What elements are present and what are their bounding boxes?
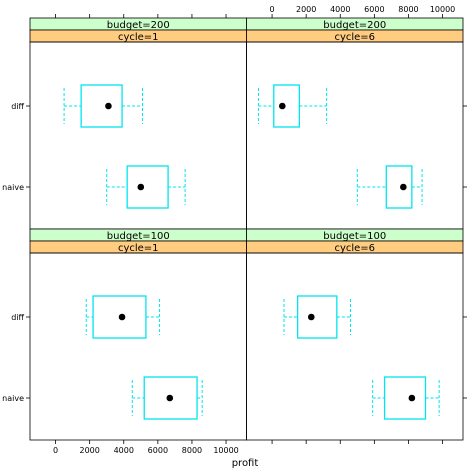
x-tick-label-top: 0: [270, 5, 275, 14]
x-tick-label-bottom: 0: [53, 446, 58, 455]
box-naive: [106, 165, 186, 209]
iqr-box: [296, 295, 338, 339]
x-tick-label-top: 10000: [430, 5, 455, 14]
iqr-box: [143, 376, 198, 420]
iqr-box: [385, 165, 413, 209]
strip-budget-label: budget=200: [323, 20, 386, 31]
x-tick-label-top: 6000: [364, 5, 384, 14]
median-dot: [408, 394, 416, 402]
y-tick-label-naive: naive: [2, 183, 24, 192]
box-diff: [85, 295, 161, 339]
median-dot: [118, 313, 126, 321]
x-axis-label: profit: [232, 458, 259, 469]
strip-budget-label: budget=100: [323, 231, 386, 242]
iqr-box: [92, 295, 147, 339]
x-tick-label-top: 8000: [398, 5, 418, 14]
box-diff: [63, 84, 144, 128]
box-diff: [257, 84, 328, 128]
x-tick-label-bottom: 6000: [148, 446, 168, 455]
strip-cycle-label: cycle=6: [334, 243, 375, 254]
panel-frame: [29, 252, 247, 441]
strip-budget-label: budget=200: [107, 20, 170, 31]
box-naive: [131, 376, 203, 420]
x-tick-label-top: 2000: [296, 5, 316, 14]
panel-frame: [246, 252, 464, 441]
y-tick-label-diff: diff: [11, 313, 24, 322]
y-tick-label-naive: naive: [2, 394, 24, 403]
median-dot: [400, 183, 407, 191]
box-diff: [283, 295, 351, 339]
x-tick-label-bottom: 8000: [182, 446, 202, 455]
axes-layer: diff naive diff naive 0 0 2000 2000 4000 4000 6000…: [2, 5, 467, 455]
median-dot: [137, 183, 145, 191]
x-tick-label-bottom: 2000: [79, 446, 99, 455]
median-dot: [307, 313, 315, 321]
strip-cycle-label: cycle=6: [334, 32, 375, 43]
x-tick-label-bottom: 4000: [114, 446, 134, 455]
x-tick-label-top: 4000: [330, 5, 350, 14]
panel-frame: [29, 41, 247, 230]
median-dot: [166, 394, 174, 402]
median-dot: [278, 102, 286, 110]
box-naive: [356, 165, 423, 209]
panel-frame: [246, 41, 464, 230]
strip-cycle-label: cycle=1: [118, 32, 159, 43]
median-dot: [105, 102, 112, 110]
iqr-box: [80, 84, 123, 128]
strip-budget-label: budget=100: [107, 231, 170, 242]
x-tick-label-bottom: 10000: [213, 446, 238, 455]
y-tick-label-diff: diff: [11, 102, 24, 111]
strip-cycle-label: cycle=1: [118, 243, 159, 254]
iqr-box: [383, 376, 427, 420]
iqr-box: [273, 84, 300, 128]
box-naive: [372, 376, 440, 420]
iqr-box: [126, 165, 169, 209]
panels-layer: budget=200cycle=1budget=200cycle=6budget…: [29, 17, 464, 441]
